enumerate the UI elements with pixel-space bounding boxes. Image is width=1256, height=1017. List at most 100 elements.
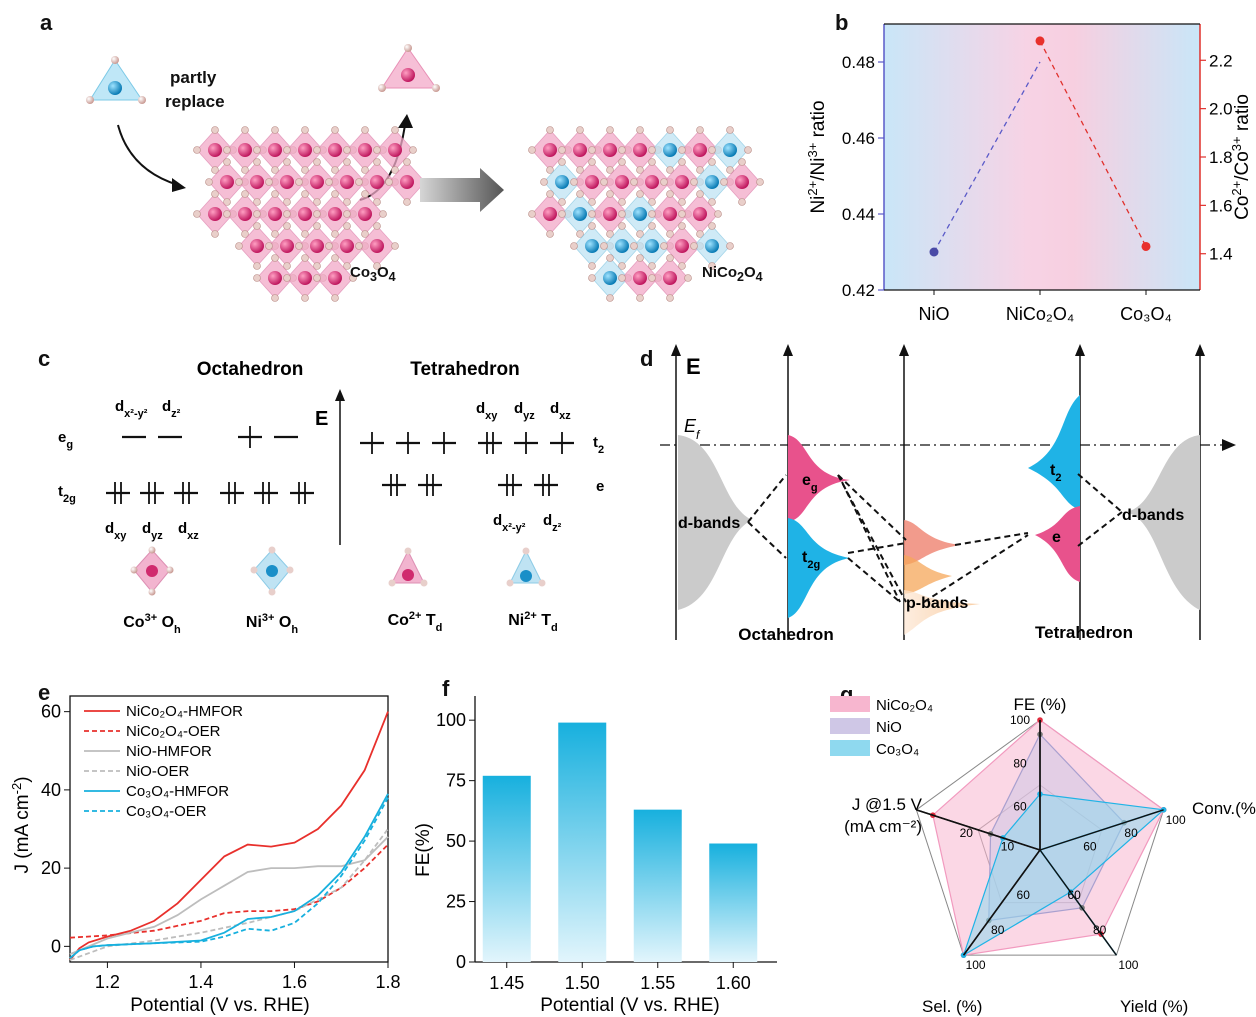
- f-bar-1.55: [633, 809, 682, 962]
- b-xtick: NiCo₂O₄: [1006, 304, 1074, 324]
- td-e-band: [1035, 506, 1080, 582]
- e-ytick: 20: [41, 858, 61, 878]
- species-co3-oh: Co3+ Oh: [123, 612, 181, 636]
- e-series-3: [69, 828, 389, 961]
- b-ytick-right: 2.2: [1209, 51, 1233, 70]
- co2-td-icon: [388, 547, 428, 587]
- e-series-0: [69, 711, 389, 961]
- left-d-bands-label: d-bands: [678, 515, 740, 532]
- panel-c-diagram: Octahedron Tetrahedron E dx²-y² dz² eg t…: [58, 359, 604, 636]
- panel-label-b: b: [835, 10, 849, 35]
- transform-arrow-icon: [420, 168, 504, 212]
- g-legend-swatch: [830, 718, 870, 734]
- nico2o4-structure-icon: [528, 126, 764, 302]
- b-point-nio: [929, 247, 939, 257]
- g-axis-tick: 10: [1001, 840, 1015, 854]
- g-series-2: [962, 793, 1166, 957]
- species-ni3-oh: Ni3+ Oh: [246, 612, 298, 636]
- ni3-oh-icon: [250, 546, 294, 596]
- f-xlabel: Potential (V vs. RHE): [540, 995, 720, 1016]
- e-legend-label: NiCo₂O₄-OER: [126, 723, 221, 740]
- g-axis-tick: 100: [966, 958, 986, 972]
- g-axis-tick: 80: [1093, 923, 1107, 937]
- pink-tetrahedron-icon: [378, 44, 440, 92]
- right-d-bands-shape: [1126, 435, 1200, 610]
- f-ytick: 50: [446, 831, 466, 851]
- co3-oh-icon: [130, 546, 174, 596]
- p-band-mid: [904, 555, 952, 594]
- b-xtick: NiO: [919, 304, 950, 324]
- panel-b-chart: 0.42 0.44 0.46 0.48 1.4 1.6 1.8 2.0 2.2 NiO NiCo₂O…: [805, 23, 1253, 324]
- d-octahedron-label: Octahedron: [738, 625, 833, 644]
- level-eg-label: eg: [58, 429, 73, 451]
- b-ytick-left: 0.48: [842, 53, 875, 72]
- e-legend-label: NiO-HMFOR: [126, 743, 212, 760]
- f-xtick: 1.50: [565, 973, 600, 993]
- f-bar-1.50: [558, 722, 607, 962]
- orbital-dxz-oh: dxz: [178, 520, 199, 542]
- b-ytick-right: 1.6: [1209, 196, 1233, 215]
- nico2o4-structure-label: NiCo2O4: [702, 264, 763, 284]
- p-band-bottom: [904, 590, 980, 635]
- b-ytick-left: 0.42: [842, 281, 875, 300]
- octahedron-title: Octahedron: [197, 359, 304, 380]
- oh-t2g-band: [788, 518, 850, 618]
- g-axis-tick: 100: [1010, 713, 1030, 727]
- g-axis-name: Sel. (%): [922, 997, 982, 1016]
- co3o4-structure-label: Co3O4: [350, 264, 396, 284]
- orbital-dz2-oh: dz²: [162, 398, 181, 420]
- f-bar-1.60: [709, 843, 758, 962]
- f-ylabel: FE(%): [413, 823, 434, 877]
- e-xlabel: Potential (V vs. RHE): [130, 995, 310, 1016]
- g-axis-tick: 100: [1118, 958, 1138, 972]
- ni2-td-icon: [506, 547, 546, 587]
- e-ytick: 40: [41, 780, 61, 800]
- b-ylabel-left: Ni2+/Ni3+ ratio: [805, 100, 830, 213]
- annotation-replace: replace: [165, 92, 225, 111]
- e-xtick: 1.8: [375, 972, 400, 992]
- panel-label-e: e: [38, 680, 51, 705]
- f-bar-1.45: [482, 775, 531, 962]
- e-plot-frame: [69, 695, 389, 963]
- b-ytick-left: 0.46: [842, 129, 875, 148]
- e-xtick: 1.4: [188, 972, 213, 992]
- f-xtick: 1.60: [716, 973, 751, 993]
- f-ytick: 0: [456, 952, 466, 972]
- e-xtick: 1.6: [282, 972, 307, 992]
- panel-e-chart: 1.2 1.4 1.6 1.8 0 20 40 60 NiCo₂O₄-HMFOR NiCo₂O₄-…: [10, 695, 401, 1016]
- p-bands-label: p-bands: [906, 595, 968, 612]
- td-t2-label: t2: [1050, 462, 1061, 484]
- level-t2g-label: t2g: [58, 483, 76, 505]
- orbital-dxy-td: dxy: [476, 400, 498, 422]
- b-left-series-line: [933, 61, 1041, 253]
- g-legend-label: NiCo₂O₄: [876, 697, 933, 714]
- band-connectors: [747, 473, 1123, 603]
- b-xtick: Co₃O₄: [1120, 304, 1172, 324]
- g-axis-name: J @1.5 V: [852, 795, 923, 814]
- orbital-dyz-oh: dyz: [142, 520, 163, 542]
- g-legend-label: Co₃O₄: [876, 741, 919, 758]
- e-legend-label: NiO-OER: [126, 763, 190, 780]
- g-axis-tick: 60: [1083, 840, 1097, 854]
- panel-a-structures: [86, 44, 764, 302]
- g-axis-name: FE (%): [1014, 695, 1067, 714]
- orbital-dz2-td: dz²: [543, 512, 562, 534]
- c-energy-label: E: [315, 408, 328, 430]
- orbital-dxy-oh: dxy: [105, 520, 127, 542]
- panel-label-d: d: [640, 346, 654, 371]
- tetrahedron-title: Tetrahedron: [410, 359, 519, 380]
- f-ytick: 100: [436, 710, 466, 730]
- g-axis-name: (mA cm⁻²): [844, 817, 922, 836]
- annotation-partly: partly: [170, 68, 217, 87]
- e-xtick: 1.2: [95, 972, 120, 992]
- orbital-dx2y2-td: dx²-y²: [493, 512, 526, 534]
- right-d-bands-label: d-bands: [1122, 507, 1184, 524]
- co3o4-structure-icon: [193, 126, 429, 302]
- level-e-label: e: [596, 478, 604, 495]
- e-legend-label: Co₃O₄-HMFOR: [126, 783, 229, 800]
- orbital-dyz-td: dyz: [514, 400, 535, 422]
- g-point: [1160, 807, 1167, 813]
- blue-tetrahedron-icon: [86, 56, 146, 104]
- td-t2-band: [1028, 395, 1080, 510]
- e-series-4: [69, 793, 389, 959]
